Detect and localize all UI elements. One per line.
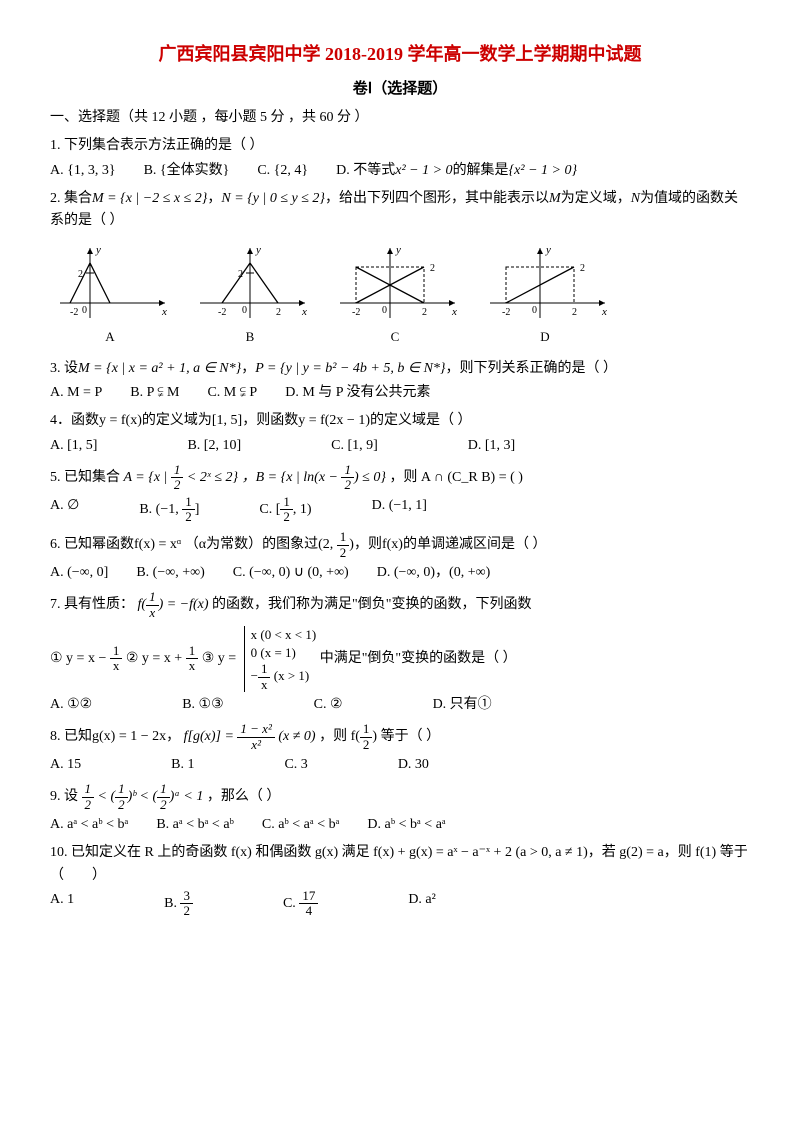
q2-label-a: A (105, 327, 114, 348)
q2-label-c: C (391, 327, 400, 348)
q6-options: A. (−∞, 0] B. (−∞, +∞) C. (−∞, 0) ∪ (0, … (50, 562, 750, 584)
svg-text:0: 0 (82, 305, 87, 316)
q1-options: A. {1, 3, 3} B. {全体实数} C. {2, 4} D. 不等式x… (50, 160, 750, 182)
svg-text:2: 2 (572, 307, 577, 318)
q10-options: A. 1 B. 32 C. 174 D. a² (50, 889, 750, 919)
svg-text:y: y (395, 244, 401, 256)
q6-opt-c: C. (−∞, 0) ∪ (0, +∞) (233, 562, 349, 584)
svg-text:0: 0 (242, 305, 247, 316)
q2-label-b: B (246, 327, 255, 348)
svg-text:x: x (451, 306, 457, 318)
q1-opt-c: C. {2, 4} (257, 160, 308, 182)
q7-opt-a: A. ①② (50, 694, 92, 716)
q9-opt-a: A. aᵃ < aᵇ < bᵃ (50, 814, 128, 836)
q6-stem: 6. 已知幂函数f(x) = xᵅ （α为常数）的图象过(2, 12)，则f(x… (50, 530, 750, 560)
svg-text:x: x (601, 306, 607, 318)
q4-stem: 4．函数y = f(x)的定义域为[1, 5]，则函数y = f(2x − 1)… (50, 410, 750, 432)
q9-opt-c: C. aᵇ < aᵃ < bᵃ (262, 814, 340, 836)
q5-opt-a: A. ∅ (50, 495, 79, 525)
svg-text:-2: -2 (352, 307, 360, 318)
q2-graph-a: x y -2 2 0 A (50, 243, 170, 348)
page-title: 广西宾阳县宾阳中学 2018-2019 学年高一数学上学期期中试题 (50, 40, 750, 69)
svg-text:2: 2 (580, 263, 585, 274)
q3-opt-d: D. M 与 P 没有公共元素 (285, 382, 430, 404)
q1-opt-b: B. {全体实数} (144, 160, 230, 182)
q7-functions: ① y = x − 1x ② y = x + 1x ③ y = x (0 < x… (50, 626, 750, 692)
q9-options: A. aᵃ < aᵇ < bᵃ B. aᵃ < bᵃ < aᵇ C. aᵇ < … (50, 814, 750, 836)
subtitle: 卷Ⅰ（选择题） (50, 77, 750, 101)
q7-opt-b: B. ①③ (182, 694, 223, 716)
q7-options: A. ①② B. ①③ C. ② D. 只有① (50, 694, 750, 716)
svg-text:x: x (161, 306, 167, 318)
svg-text:x: x (301, 306, 307, 318)
q2-graphs: x y -2 2 0 A x y -2 2 2 0 B (50, 243, 750, 348)
q8-opt-d: D. 30 (398, 754, 429, 776)
q3-options: A. M = P B. P ⫋ M C. M ⫋ P D. M 与 P 没有公共… (50, 382, 750, 404)
q3-opt-a: A. M = P (50, 382, 102, 404)
q5-options: A. ∅ B. (−1, 12] C. [12, 1) D. (−1, 1] (50, 495, 750, 525)
q5-opt-d: D. (−1, 1] (372, 495, 427, 525)
q3-opt-b: B. P ⫋ M (130, 382, 179, 404)
svg-text:2: 2 (422, 307, 427, 318)
q4-opt-b: B. [2, 10] (187, 435, 241, 457)
q2-stem: 2. 集合M = {x | −2 ≤ x ≤ 2}，N = {y | 0 ≤ y… (50, 188, 750, 233)
q3-stem: 3. 设M = {x | x = a² + 1, a ∈ N*}，P = {y … (50, 358, 750, 380)
q6-opt-a: A. (−∞, 0] (50, 562, 108, 584)
svg-text:0: 0 (382, 305, 387, 316)
q4-opt-c: C. [1, 9] (331, 435, 378, 457)
q6-opt-d: D. (−∞, 0)，(0, +∞) (377, 562, 491, 584)
q8-opt-a: A. 15 (50, 754, 81, 776)
q3-opt-c: C. M ⫋ P (207, 382, 257, 404)
q1-opt-a: A. {1, 3, 3} (50, 160, 116, 182)
q9-opt-b: B. aᵃ < bᵃ < aᵇ (156, 814, 234, 836)
section-heading: 一、选择题（共 12 小题 ，每小题 5 分 ，共 60 分 ） (50, 107, 750, 129)
q5-stem: 5. 已知集合 A = {x | 12 < 2ˣ ≤ 2} ，B = {x | … (50, 463, 750, 493)
svg-text:-2: -2 (218, 307, 226, 318)
q7-stem: 7. 具有性质： f(1x) = −f(x) 的函数，我们称为满足"倒负"变换的… (50, 590, 750, 620)
q1-stem: 1. 下列集合表示方法正确的是（ ） (50, 135, 750, 157)
q4-opt-a: A. [1, 5] (50, 435, 97, 457)
q1-opt-d: D. 不等式x² − 1 > 0的解集是{x² − 1 > 0} (336, 160, 577, 182)
q10-opt-b: B. 32 (164, 889, 193, 919)
svg-text:0: 0 (532, 305, 537, 316)
svg-text:y: y (255, 244, 261, 256)
svg-text:2: 2 (430, 263, 435, 274)
q9-opt-d: D. aᵇ < bᵃ < aᵃ (367, 814, 445, 836)
q8-stem: 8. 已知g(x) = 1 − 2x， f[g(x)] = 1 − x²x² (… (50, 722, 750, 752)
q2-graph-d: x y -2 2 2 0 D (480, 243, 610, 348)
q5-opt-c: C. [12, 1) (259, 495, 311, 525)
q9-stem: 9. 设 12 < (12)ᵇ < (12)ᵃ < 1 ，那么（ ） (50, 782, 750, 812)
q2-label-d: D (540, 327, 549, 348)
q4-options: A. [1, 5] B. [2, 10] C. [1, 9] D. [1, 3] (50, 435, 750, 457)
q2-graph-b: x y -2 2 2 0 B (190, 243, 310, 348)
q10-opt-a: A. 1 (50, 889, 74, 919)
svg-text:y: y (545, 244, 551, 256)
q6-opt-b: B. (−∞, +∞) (136, 562, 204, 584)
q8-opt-b: B. 1 (171, 754, 194, 776)
svg-text:y: y (95, 244, 101, 256)
q10-stem: 10. 已知定义在 R 上的奇函数 f(x) 和偶函数 g(x) 满足 f(x)… (50, 842, 750, 887)
svg-text:2: 2 (276, 307, 281, 318)
svg-text:-2: -2 (70, 307, 78, 318)
q10-opt-c: C. 174 (283, 889, 318, 919)
svg-text:-2: -2 (502, 307, 510, 318)
q8-opt-c: C. 3 (284, 754, 307, 776)
q7-opt-c: C. ② (314, 694, 343, 716)
q2-graph-c: x y -2 2 2 0 C (330, 243, 460, 348)
q8-options: A. 15 B. 1 C. 3 D. 30 (50, 754, 750, 776)
q10-opt-d: D. a² (408, 889, 436, 919)
q5-opt-b: B. (−1, 12] (139, 495, 199, 525)
q7-opt-d: D. 只有① (433, 694, 492, 716)
q4-opt-d: D. [1, 3] (468, 435, 515, 457)
